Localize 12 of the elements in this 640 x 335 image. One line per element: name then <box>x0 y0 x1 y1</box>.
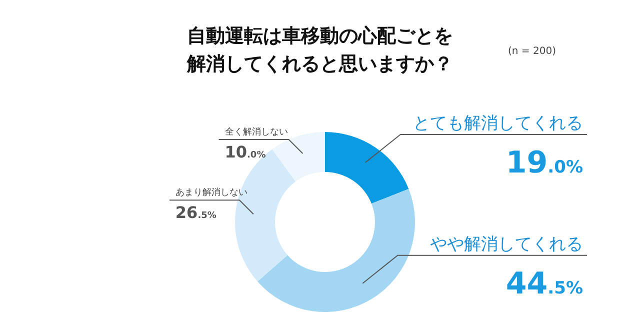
slice-label: あまり解消しない <box>175 187 248 198</box>
slice-label: やや解消してくれる <box>430 234 583 254</box>
data-label: 10.0% <box>224 142 266 162</box>
data-label: 44.5% <box>506 266 583 302</box>
chart-title: 自動運転は車移動の心配ごとを解消してくれると思いますか？ <box>186 24 454 77</box>
data-label: 19.0% <box>506 145 583 180</box>
donut-slice <box>257 188 415 312</box>
text: (n = 200) <box>508 46 556 57</box>
donut-slice <box>325 132 409 204</box>
slice-label: 全く解消しない <box>224 126 288 138</box>
data-label: 26.5% <box>175 203 216 222</box>
slice-label: とても解消してくれる <box>413 113 583 134</box>
